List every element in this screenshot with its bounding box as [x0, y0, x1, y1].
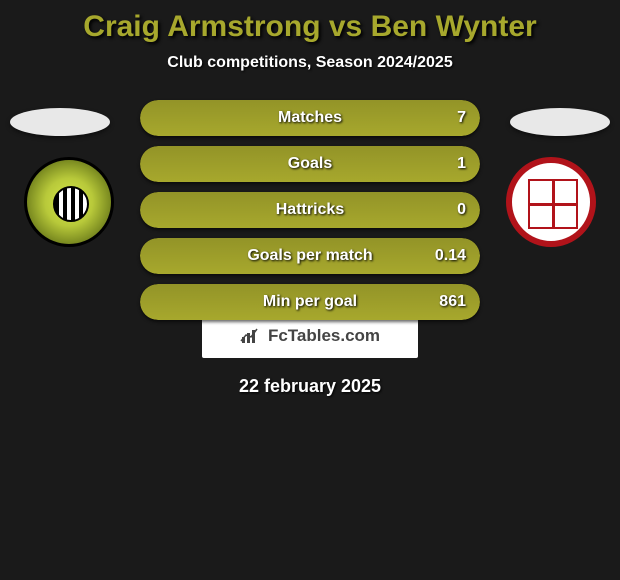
stat-fill — [140, 192, 480, 228]
stat-row-hattricks: Hattricks 0 — [140, 192, 480, 228]
page-title: Craig Armstrong vs Ben Wynter — [0, 0, 620, 44]
page-subtitle: Club competitions, Season 2024/2025 — [0, 54, 620, 72]
content-row: Matches 7 Goals 1 Hattricks 0 Goals per … — [0, 82, 620, 302]
stat-fill — [140, 284, 480, 320]
stat-fill — [140, 146, 480, 182]
player-left-pedestal — [10, 108, 110, 136]
stat-row-matches: Matches 7 — [140, 100, 480, 136]
stat-row-min-per-goal: Min per goal 861 — [140, 284, 480, 320]
club-badge-left — [24, 157, 114, 247]
stat-fill — [140, 100, 480, 136]
stat-row-goals-per-match: Goals per match 0.14 — [140, 238, 480, 274]
stat-fill — [140, 238, 480, 274]
player-right-pedestal — [510, 108, 610, 136]
club-badge-right — [506, 157, 596, 247]
stat-row-goals: Goals 1 — [140, 146, 480, 182]
comparison-card: Craig Armstrong vs Ben Wynter Club compe… — [0, 0, 620, 580]
comparison-date: 22 february 2025 — [0, 376, 620, 397]
stats-list: Matches 7 Goals 1 Hattricks 0 Goals per … — [140, 100, 480, 330]
